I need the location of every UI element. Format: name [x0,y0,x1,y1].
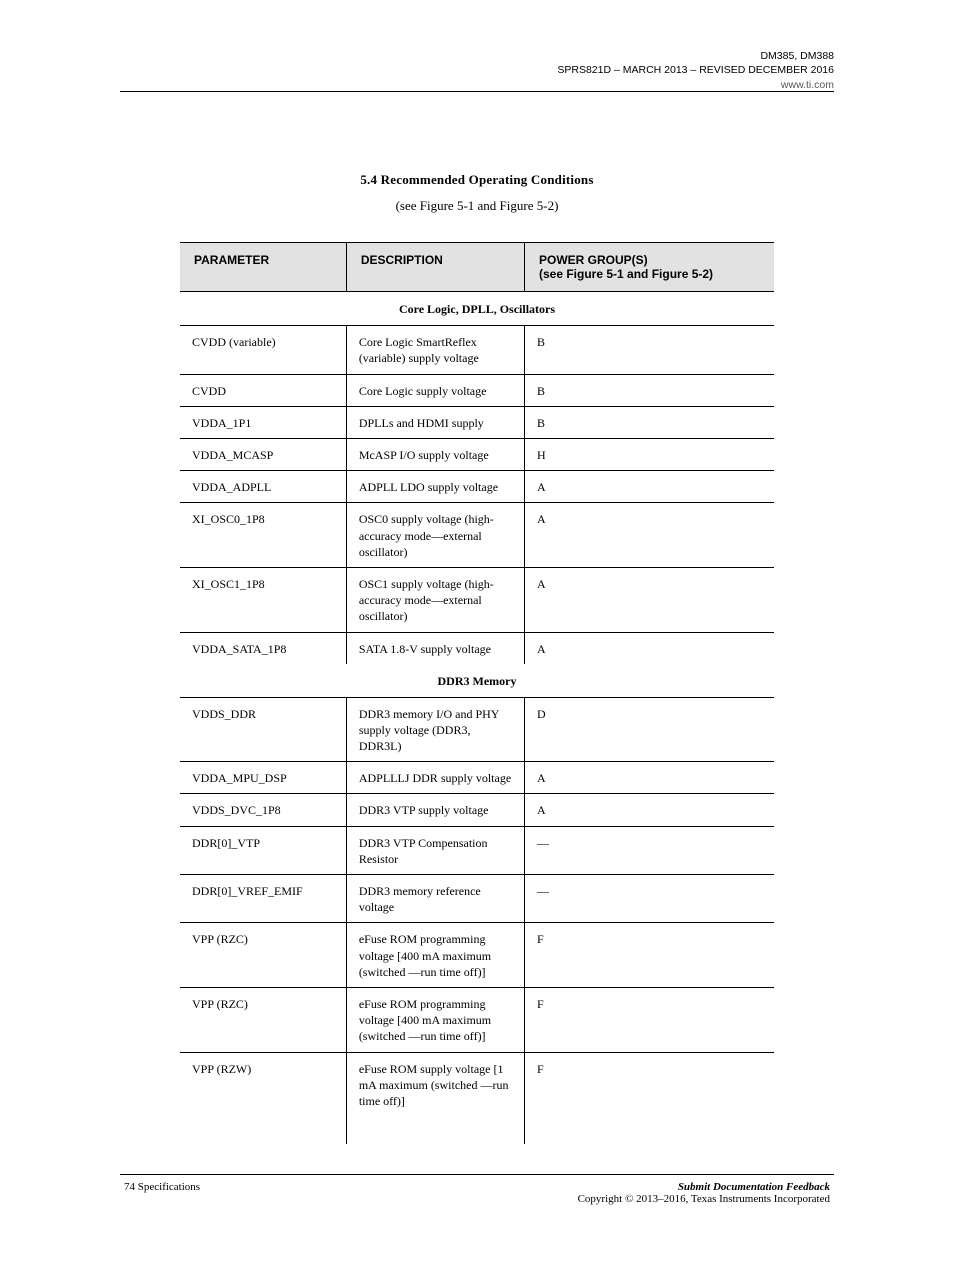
table-cell: DDR3 VTP Compensation Resistor [346,826,524,874]
section-title: 5.4 Recommended Operating Conditions [120,172,834,188]
table-tail-row [180,1116,774,1144]
table-cell: VPP (RZW) [180,1052,346,1116]
table-section-row: DDR3 Memory [180,664,774,698]
table-cell: CVDD [180,374,346,406]
table-cell: Core Logic supply voltage [346,374,524,406]
table-tail-cell [346,1116,524,1144]
header-link[interactable]: www.ti.com [120,79,834,91]
table-cell: B [525,374,775,406]
table-row: DDR[0]_VREF_EMIFDDR3 memory reference vo… [180,875,774,923]
table-cell: A [525,794,775,826]
table-cell: OSC0 supply voltage (high-accuracy mode—… [346,503,524,568]
table-section-row: Core Logic, DPLL, Oscillators [180,292,774,326]
table-row: VPP (RZW)eFuse ROM supply voltage [1 mA … [180,1052,774,1116]
table-cell: ADPLL LDO supply voltage [346,471,524,503]
table-cell: A [525,503,775,568]
footer-rule [120,1174,834,1175]
table-row: VDDA_SATA_1P8SATA 1.8-V supply voltageA [180,632,774,664]
table-cell: F [525,923,775,988]
table-cell: F [525,1052,775,1116]
table-cell: A [525,567,775,632]
table-cell: VDDA_1P1 [180,406,346,438]
table-cell: Core Logic SmartReflex (variable) supply… [346,326,524,374]
table-row: CVDDCore Logic supply voltageB [180,374,774,406]
table-section-heading: DDR3 Memory [180,664,774,698]
table-row: VDDA_MCASPMcASP I/O supply voltageH [180,439,774,471]
table-row: VPP (RZC)eFuse ROM programming voltage [… [180,923,774,988]
table-row: VDDS_DDRDDR3 memory I/O and PHY supply v… [180,697,774,762]
table-row: CVDD (variable)Core Logic SmartReflex (v… [180,326,774,374]
table-header-row: PARAMETER DESCRIPTION POWER GROUP(S) (se… [180,243,774,292]
col-parameter: PARAMETER [180,243,346,292]
table-cell: eFuse ROM programming voltage [400 mA ma… [346,923,524,988]
table-cell: VPP (RZC) [180,923,346,988]
table-cell: OSC1 supply voltage (high-accuracy mode—… [346,567,524,632]
table-cell: VDDA_MPU_DSP [180,762,346,794]
footer-left: 74 Specifications [124,1181,200,1205]
table-row: VDDA_1P1DPLLs and HDMI supplyB [180,406,774,438]
table-cell: VPP (RZC) [180,987,346,1052]
table-cell: VDDA_ADPLL [180,471,346,503]
header-right: DM385, DM388 SPRS821D – MARCH 2013 – REV… [557,50,834,77]
table-cell: SATA 1.8-V supply voltage [346,632,524,664]
col-description: DESCRIPTION [346,243,524,292]
table-cell: CVDD (variable) [180,326,346,374]
table-cell: DPLLs and HDMI supply [346,406,524,438]
table-cell: A [525,762,775,794]
table-cell: VDDS_DVC_1P8 [180,794,346,826]
spec-table: PARAMETER DESCRIPTION POWER GROUP(S) (se… [180,242,774,1144]
table-cell: DDR3 memory I/O and PHY supply voltage (… [346,697,524,762]
table-cell: DDR[0]_VTP [180,826,346,874]
table-cell: — [525,875,775,923]
table-cell: eFuse ROM programming voltage [400 mA ma… [346,987,524,1052]
table-row: VPP (RZC)eFuse ROM programming voltage [… [180,987,774,1052]
table-cell: A [525,632,775,664]
table-cell: ADPLLLJ DDR supply voltage [346,762,524,794]
footer-copyright: Copyright © 2013–2016, Texas Instruments… [578,1193,830,1205]
table-cell: — [525,826,775,874]
table-cell: eFuse ROM supply voltage [1 mA maximum (… [346,1052,524,1116]
header-rule [120,91,834,92]
table-tail-cell [180,1116,346,1144]
table-cell: A [525,471,775,503]
table-cell: McASP I/O supply voltage [346,439,524,471]
table-cell: DDR3 memory reference voltage [346,875,524,923]
table-cell: B [525,326,775,374]
table-row: VDDS_DVC_1P8DDR3 VTP supply voltageA [180,794,774,826]
table-cell: VDDA_SATA_1P8 [180,632,346,664]
table-tail-cell [525,1116,775,1144]
table-cell: D [525,697,775,762]
table-cell: VDDS_DDR [180,697,346,762]
table-cell: VDDA_MCASP [180,439,346,471]
table-cell: XI_OSC1_1P8 [180,567,346,632]
footer-right-link[interactable]: Submit Documentation Feedback [678,1181,830,1193]
table-cell: DDR3 VTP supply voltage [346,794,524,826]
table-cell: H [525,439,775,471]
table-row: XI_OSC0_1P8OSC0 supply voltage (high-acc… [180,503,774,568]
page-footer: 74 Specifications Submit Documentation F… [120,1181,834,1205]
table-cell: XI_OSC0_1P8 [180,503,346,568]
table-row: VDDA_MPU_DSPADPLLLJ DDR supply voltageA [180,762,774,794]
col-powergroup: POWER GROUP(S) (see Figure 5-1 and Figur… [525,243,775,292]
table-cell: DDR[0]_VREF_EMIF [180,875,346,923]
table-section-heading: Core Logic, DPLL, Oscillators [180,292,774,326]
table-cell: F [525,987,775,1052]
table-row: XI_OSC1_1P8OSC1 supply voltage (high-acc… [180,567,774,632]
section-subtitle: (see Figure 5-1 and Figure 5-2) [120,198,834,214]
table-row: VDDA_ADPLLADPLL LDO supply voltageA [180,471,774,503]
table-row: DDR[0]_VTPDDR3 VTP Compensation Resistor… [180,826,774,874]
table-cell: B [525,406,775,438]
